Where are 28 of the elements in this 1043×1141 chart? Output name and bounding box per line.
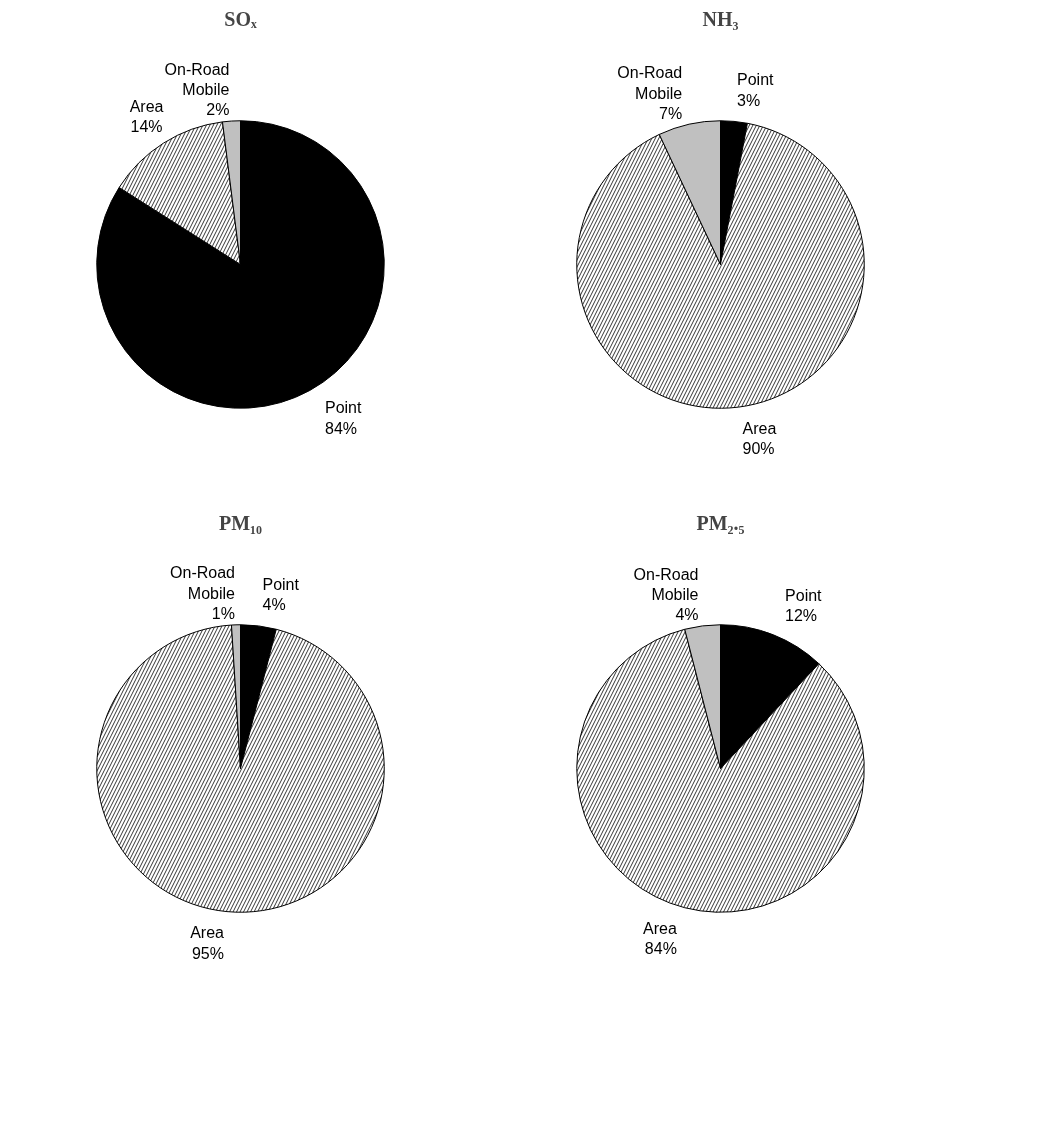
slice-label: On-Road Mobile <box>617 64 683 102</box>
data-label: 84% <box>644 940 677 958</box>
data-label: 3% <box>737 91 761 109</box>
slice-label: Area <box>742 419 777 437</box>
data-label: 4% <box>262 596 286 614</box>
data-label: 2% <box>206 101 230 119</box>
chart-title: SOₓ <box>224 7 257 30</box>
slice-label: On-Road Mobile <box>170 564 236 602</box>
data-label: 4% <box>675 606 699 624</box>
chart-title: NH₃ <box>702 7 739 30</box>
data-label: 7% <box>659 105 683 123</box>
data-label: 95% <box>191 944 224 962</box>
slice-label: Area <box>190 924 225 942</box>
slice-label: Area <box>129 97 164 115</box>
data-label: 12% <box>785 607 818 625</box>
slice-label: Point <box>737 71 775 89</box>
data-label: 90% <box>742 440 775 458</box>
data-label: 1% <box>211 605 235 623</box>
chart-title: PM₁₀ <box>218 511 263 534</box>
data-label: 84% <box>324 419 358 437</box>
slice-label: On-Road Mobile <box>633 565 699 604</box>
slice-label: Point <box>324 399 363 417</box>
slice-label: On-Road Mobile <box>164 60 230 98</box>
slice-label: Area <box>643 919 677 937</box>
slice-label: Point <box>785 586 823 604</box>
data-label: 14% <box>130 118 163 136</box>
slice-label: Point <box>262 575 300 593</box>
chart-title: PM₂.₅ <box>696 511 745 534</box>
